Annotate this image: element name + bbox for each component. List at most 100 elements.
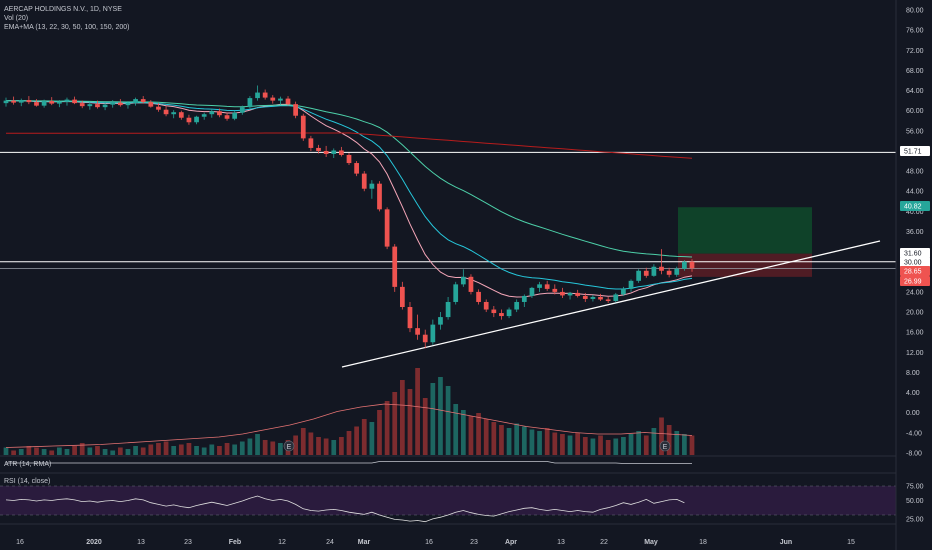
candle-body[interactable] (506, 309, 512, 317)
candle-body[interactable] (323, 150, 329, 154)
candle-body[interactable] (666, 270, 672, 275)
candle-body[interactable] (491, 309, 497, 314)
candle-body[interactable] (445, 301, 451, 318)
candle-body[interactable] (453, 284, 459, 302)
candle-body[interactable] (331, 150, 337, 154)
candle-body[interactable] (64, 99, 70, 102)
candle-body[interactable] (87, 104, 93, 107)
target-zone[interactable] (678, 207, 812, 254)
symbol-title[interactable]: AERCAP HOLDINGS N.V., 1D, NYSE (4, 6, 122, 13)
candle-body[interactable] (110, 102, 116, 105)
candle-body[interactable] (270, 97, 276, 101)
candle-body[interactable] (567, 292, 573, 296)
candle-body[interactable] (117, 102, 123, 106)
candle-body[interactable] (186, 117, 192, 123)
candle-body[interactable] (163, 109, 169, 115)
price-tag[interactable] (900, 248, 930, 258)
candle-body[interactable] (11, 100, 16, 103)
earnings-marker-icon[interactable] (659, 440, 671, 452)
candle-body[interactable] (399, 286, 405, 308)
candle-body[interactable] (483, 301, 489, 310)
candle-body[interactable] (232, 112, 238, 119)
candle-body[interactable] (499, 313, 504, 317)
candle-body[interactable] (659, 266, 664, 271)
candle-body[interactable] (552, 288, 558, 292)
ema-ma-indicator-label[interactable]: EMA+MA (13, 22, 30, 50, 100, 150, 200) (4, 24, 130, 31)
volume-indicator-label[interactable]: Vol (20) (4, 15, 29, 22)
candle-body[interactable] (346, 154, 352, 164)
candle-body[interactable] (476, 291, 481, 302)
price-tag[interactable] (900, 266, 930, 276)
candle-body[interactable] (247, 98, 253, 108)
candle-body[interactable] (636, 270, 642, 281)
candle-body[interactable] (201, 114, 207, 117)
candle-body[interactable] (529, 287, 535, 296)
candle-body[interactable] (674, 268, 680, 275)
candle-body[interactable] (102, 104, 108, 108)
candle-body[interactable] (643, 270, 649, 276)
candle-body[interactable] (521, 295, 527, 302)
trendline[interactable] (341, 240, 881, 368)
candle-body[interactable] (209, 111, 215, 115)
candle-body[interactable] (613, 294, 619, 301)
candle-body[interactable] (308, 138, 314, 148)
candle-body[interactable] (384, 209, 390, 247)
candle-body[interactable] (339, 150, 344, 155)
candle-body[interactable] (26, 100, 32, 103)
candle-body[interactable] (316, 147, 321, 151)
rsi-indicator-label[interactable]: RSI (14, close) (4, 478, 51, 485)
candle-body[interactable] (689, 261, 695, 269)
candle-body[interactable] (438, 317, 443, 325)
candle-body[interactable] (217, 111, 222, 116)
candle-body[interactable] (468, 276, 474, 292)
candle-body[interactable] (293, 104, 299, 116)
candle-body[interactable] (415, 328, 420, 335)
candle-body[interactable] (18, 100, 24, 103)
candle-body[interactable] (354, 163, 359, 174)
price-tag[interactable] (900, 146, 930, 156)
candle-body[interactable] (224, 115, 230, 119)
symbol-legend[interactable]: AERCAP HOLDINGS N.V., 1D, NYSE Vol (20) … (4, 5, 130, 32)
candle-body[interactable] (140, 99, 146, 103)
candle-body[interactable] (72, 99, 77, 104)
candle-body[interactable] (194, 116, 199, 123)
candle-body[interactable] (575, 292, 581, 296)
atr-indicator-label[interactable]: ATR (14, RMA) (4, 461, 52, 468)
candle-body[interactable] (285, 98, 291, 105)
candle-body[interactable] (262, 92, 268, 98)
stop-zone[interactable] (678, 253, 812, 277)
candle-body[interactable] (544, 284, 550, 289)
candle-body[interactable] (79, 103, 85, 107)
candle-body[interactable] (537, 284, 542, 288)
price-tag[interactable] (900, 276, 930, 286)
candle-body[interactable] (628, 280, 634, 289)
earnings-marker-icon[interactable] (283, 440, 295, 452)
candle-body[interactable] (514, 301, 520, 310)
candle-body[interactable] (133, 99, 138, 104)
price-tag[interactable] (900, 201, 930, 211)
candle-body[interactable] (377, 183, 382, 210)
candle-body[interactable] (430, 324, 436, 343)
candle-body[interactable] (56, 101, 62, 104)
candle-body[interactable] (621, 288, 626, 295)
candle-body[interactable] (369, 183, 375, 189)
candle-body[interactable] (598, 296, 603, 300)
candle-body[interactable] (148, 102, 154, 107)
candle-body[interactable] (651, 266, 657, 276)
candle-body[interactable] (590, 296, 596, 299)
candle-body[interactable] (682, 261, 687, 269)
candle-body[interactable] (239, 107, 245, 113)
candle-body[interactable] (278, 98, 283, 101)
candle-body[interactable] (460, 276, 466, 285)
candle-body[interactable] (407, 307, 413, 329)
candle-body[interactable] (34, 102, 39, 106)
candle-body[interactable] (605, 299, 611, 301)
candle-body[interactable] (422, 334, 428, 343)
candle-body[interactable] (582, 295, 588, 299)
candle-body[interactable] (392, 246, 398, 287)
candle-body[interactable] (3, 100, 9, 104)
candle-body[interactable] (560, 291, 565, 296)
candle-body[interactable] (300, 115, 306, 139)
